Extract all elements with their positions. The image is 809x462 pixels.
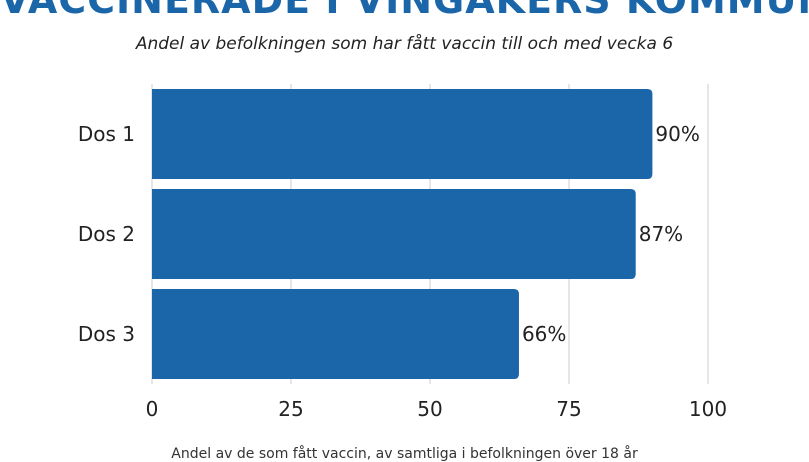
bar (152, 289, 519, 379)
x-tick-label: 25 (278, 397, 303, 421)
data-label: 66% (522, 322, 566, 346)
bar-chart: 0 25 50 75 100 Dos 1 90% Dos 2 87% Dos 3 66% (78, 84, 727, 421)
data-label: 87% (639, 222, 683, 246)
x-tick-label: 75 (556, 397, 581, 421)
chart-footnote: Andel av de som fått vaccin, av samtliga… (171, 446, 638, 462)
data-label: 90% (655, 122, 699, 146)
labels: 0 25 50 75 100 Dos 1 90% Dos 2 87% Dos 3 66% (78, 122, 727, 421)
x-tick-label: 0 (146, 397, 159, 421)
category-label: Dos 3 (78, 322, 135, 346)
bar (152, 89, 653, 179)
category-label: Dos 1 (78, 122, 135, 146)
chart-subtitle: Andel av befolkningen som har fått vacci… (135, 34, 674, 54)
category-label: Dos 2 (78, 222, 135, 246)
x-tick-label: 100 (689, 397, 727, 421)
bar (152, 189, 636, 279)
bars (152, 89, 653, 379)
chart-title: VACCINERADE I VINGÅKERS KOMMUN (0, 0, 809, 22)
x-tick-label: 50 (417, 397, 442, 421)
